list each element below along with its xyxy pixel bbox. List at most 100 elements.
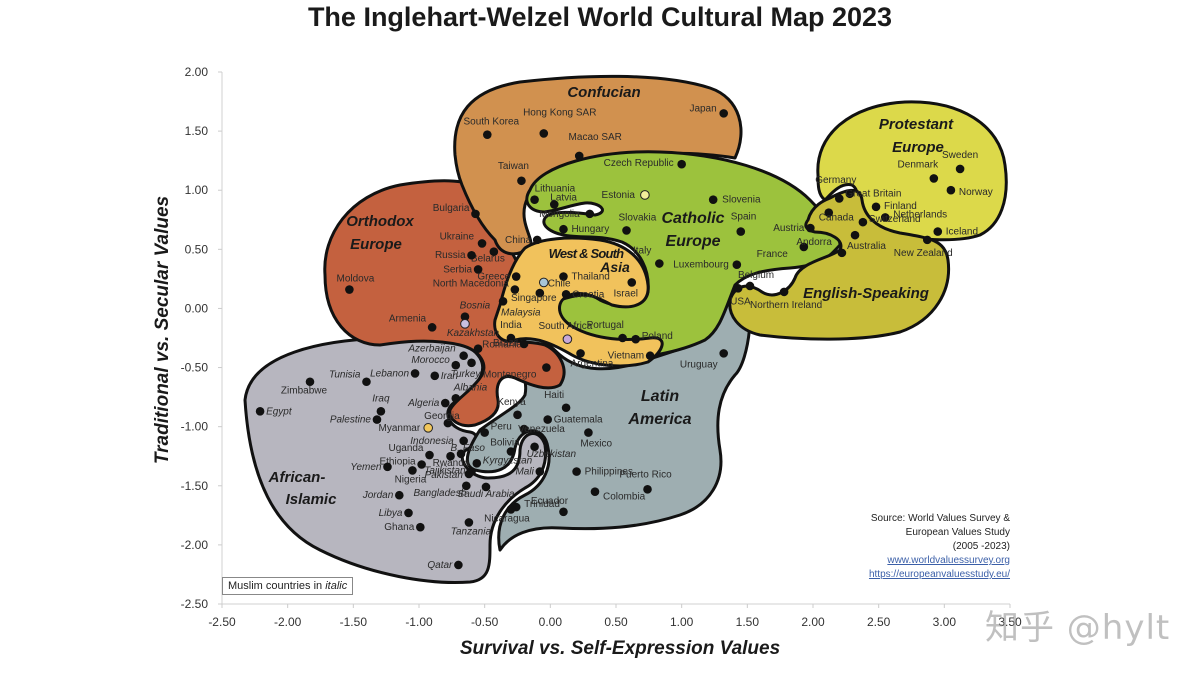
country-label: Indonesia (410, 436, 454, 447)
x-tick-label: 2.00 (801, 615, 825, 629)
country-label: Ecuador (531, 496, 569, 507)
country-label: China (505, 235, 532, 246)
country-dot (572, 467, 581, 476)
country-label: Pakistan (425, 470, 464, 481)
country-point: Georgia (424, 411, 460, 428)
country-label: Iran (441, 371, 459, 382)
country-dot (416, 522, 425, 532)
country-points: Japan South Korea Hong Kong SAR Macao SAR Ta… (255, 103, 993, 571)
country-dot (443, 418, 453, 428)
wvs-link[interactable]: www.worldvaluessurvey.org (886, 555, 1010, 566)
country-point: Nicaragua (484, 505, 530, 524)
country-dot (880, 213, 890, 222)
country-dot (473, 265, 483, 274)
country-label: Puerto Rico (619, 469, 672, 480)
country-label: Italy (633, 246, 651, 257)
country-dot (806, 223, 815, 233)
country-dot (929, 174, 939, 183)
source-line-3: (2005 -2023) (953, 541, 1010, 552)
country-point: Montenegro (483, 363, 551, 381)
country-label: India (500, 320, 522, 331)
country-point: Bangladesh (413, 481, 471, 499)
country-point: Czech Republic (604, 158, 686, 169)
country-point: Azerbaijan (407, 344, 468, 361)
country-label: Myanmar (379, 423, 421, 434)
country-point: Egypt (255, 406, 293, 417)
country-dot (459, 436, 468, 446)
country-dot (845, 189, 855, 199)
country-label: Tajikistan (424, 466, 466, 477)
country-point: Iraq (372, 393, 390, 416)
cluster-label-african: African- (268, 469, 326, 486)
country-dot (440, 398, 450, 408)
country-dot (511, 272, 521, 281)
country-dot (561, 289, 571, 299)
country-point: Qatar (427, 560, 463, 571)
country-label: Northern Ireland (750, 300, 822, 311)
evs-link[interactable]: https://europeanvaluesstudy.eu/ (869, 569, 1010, 580)
country-label: Israel (614, 288, 638, 299)
country-point: Pakistan (425, 469, 474, 481)
country-point: Kazakhstan (447, 319, 500, 339)
country-label: Switzerland (869, 214, 921, 225)
country-label: Philippines (585, 467, 633, 478)
y-tick-label: -2.50 (181, 597, 209, 611)
country-dot (395, 490, 404, 500)
country-point: India (500, 320, 522, 343)
country-point: Romania (473, 340, 523, 353)
country-dot (489, 247, 499, 256)
country-point: Poland (631, 331, 673, 344)
country-dot (574, 151, 584, 161)
country-point: Albania (451, 382, 488, 403)
cluster-label-catholic-2: Europe (665, 233, 720, 250)
country-point: Belarus (471, 247, 505, 265)
country-point: Ethiopia (379, 456, 426, 469)
country-dot (461, 481, 471, 491)
country-dot (467, 250, 476, 260)
country-dot (640, 190, 650, 200)
country-label: Egypt (266, 406, 293, 417)
country-dot (530, 442, 539, 452)
country-label: Ghana (384, 522, 414, 533)
country-dot (562, 334, 573, 344)
country-dot (824, 208, 834, 217)
country-label: Haiti (544, 390, 564, 401)
country-point: Macao SAR (569, 132, 622, 161)
country-dot (708, 195, 718, 204)
country-point: Sweden (942, 150, 978, 174)
country-label: Canada (819, 213, 854, 224)
country-label: USA (730, 296, 751, 307)
country-dot (834, 194, 844, 203)
y-tick-label: 1.00 (185, 183, 209, 197)
cluster-labels: Confucian Orthodox Europe Catholic Europ… (268, 84, 954, 508)
country-point: Serbia (443, 264, 483, 275)
country-label: Denmark (898, 159, 940, 170)
country-point: Uruguay (680, 349, 728, 370)
country-dot (837, 248, 847, 258)
x-tick-label: 2.50 (867, 615, 891, 629)
country-point: Tanzania (451, 518, 491, 537)
country-label: Yemen (350, 462, 382, 473)
country-dot (733, 284, 743, 293)
cluster-label-protestant: Protestant (879, 116, 954, 133)
country-point: Rwanda (433, 449, 470, 469)
country-label: Trinidad (524, 499, 560, 510)
country-label: Georgia (424, 411, 460, 422)
country-point: Hong Kong SAR (523, 107, 596, 138)
source-line-1: Source: World Values Survey & (871, 513, 1010, 524)
country-label: Spain (731, 212, 757, 223)
y-tick-label: 0.00 (185, 301, 209, 315)
country-dot (460, 312, 470, 322)
y-tick-label: 2.00 (185, 65, 209, 79)
country-dot (542, 363, 551, 372)
country-label: Thailand (571, 272, 609, 283)
cluster-label-latin: Latin (641, 388, 679, 405)
country-label: Russia (435, 250, 466, 261)
country-point: Argentina (571, 349, 614, 369)
country-dot (423, 423, 433, 433)
country-dot (446, 451, 455, 461)
country-label: South Korea (463, 117, 519, 128)
country-label: Sweden (942, 150, 978, 161)
country-dot (451, 393, 461, 403)
country-dot (539, 129, 549, 138)
